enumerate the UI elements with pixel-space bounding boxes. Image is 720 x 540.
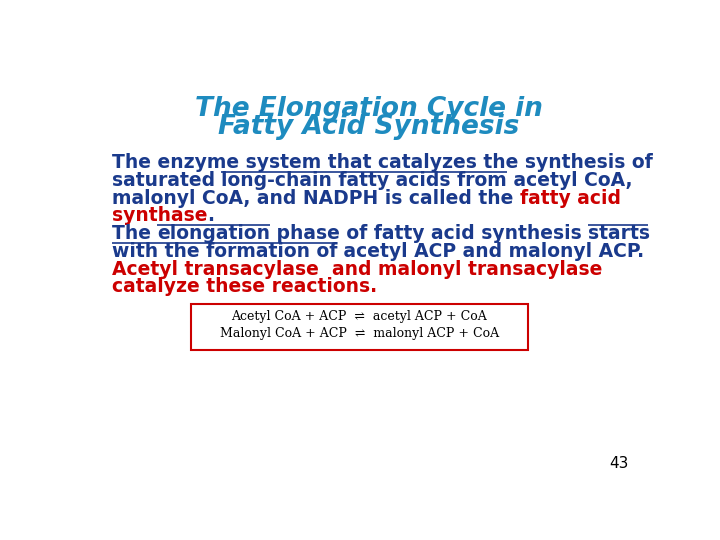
Text: acetyl ACP and malonyl ACP.: acetyl ACP and malonyl ACP.: [337, 242, 644, 261]
Text: fatty acid: fatty acid: [520, 189, 621, 208]
Text: The: The: [112, 224, 157, 243]
Text: starts: starts: [588, 224, 650, 243]
Text: Acetyl CoA + ACP  ⇌  acetyl ACP + CoA: Acetyl CoA + ACP ⇌ acetyl ACP + CoA: [231, 309, 487, 323]
Text: 43: 43: [609, 456, 629, 471]
Bar: [191, 303, 528, 350]
Text: malonyl CoA, and NADPH is called the: malonyl CoA, and NADPH is called the: [112, 189, 520, 208]
Text: phase of fatty acid synthesis: phase of fatty acid synthesis: [270, 224, 588, 243]
Text: malonyl transacylase: malonyl transacylase: [377, 260, 602, 279]
Text: Fatty Acid Synthesis: Fatty Acid Synthesis: [218, 114, 520, 140]
Text: with the formation of: with the formation of: [112, 242, 337, 261]
Text: long-chain fatty acids from: long-chain fatty acids from: [221, 171, 507, 190]
Text: acetyl CoA,: acetyl CoA,: [507, 171, 633, 190]
Text: The Elongation Cycle in: The Elongation Cycle in: [195, 96, 543, 122]
Text: and: and: [318, 260, 377, 279]
Text: The enzyme system that catalyzes the synthesis of: The enzyme system that catalyzes the syn…: [112, 153, 652, 172]
Text: catalyze these reactions.: catalyze these reactions.: [112, 278, 377, 296]
Text: Acetyl transacylase: Acetyl transacylase: [112, 260, 318, 279]
Text: elongation: elongation: [157, 224, 270, 243]
Text: saturated: saturated: [112, 171, 221, 190]
Text: Malonyl CoA + ACP  ⇌  malonyl ACP + CoA: Malonyl CoA + ACP ⇌ malonyl ACP + CoA: [220, 327, 499, 340]
Text: synthase: synthase: [112, 206, 207, 226]
Text: .: .: [207, 206, 215, 226]
